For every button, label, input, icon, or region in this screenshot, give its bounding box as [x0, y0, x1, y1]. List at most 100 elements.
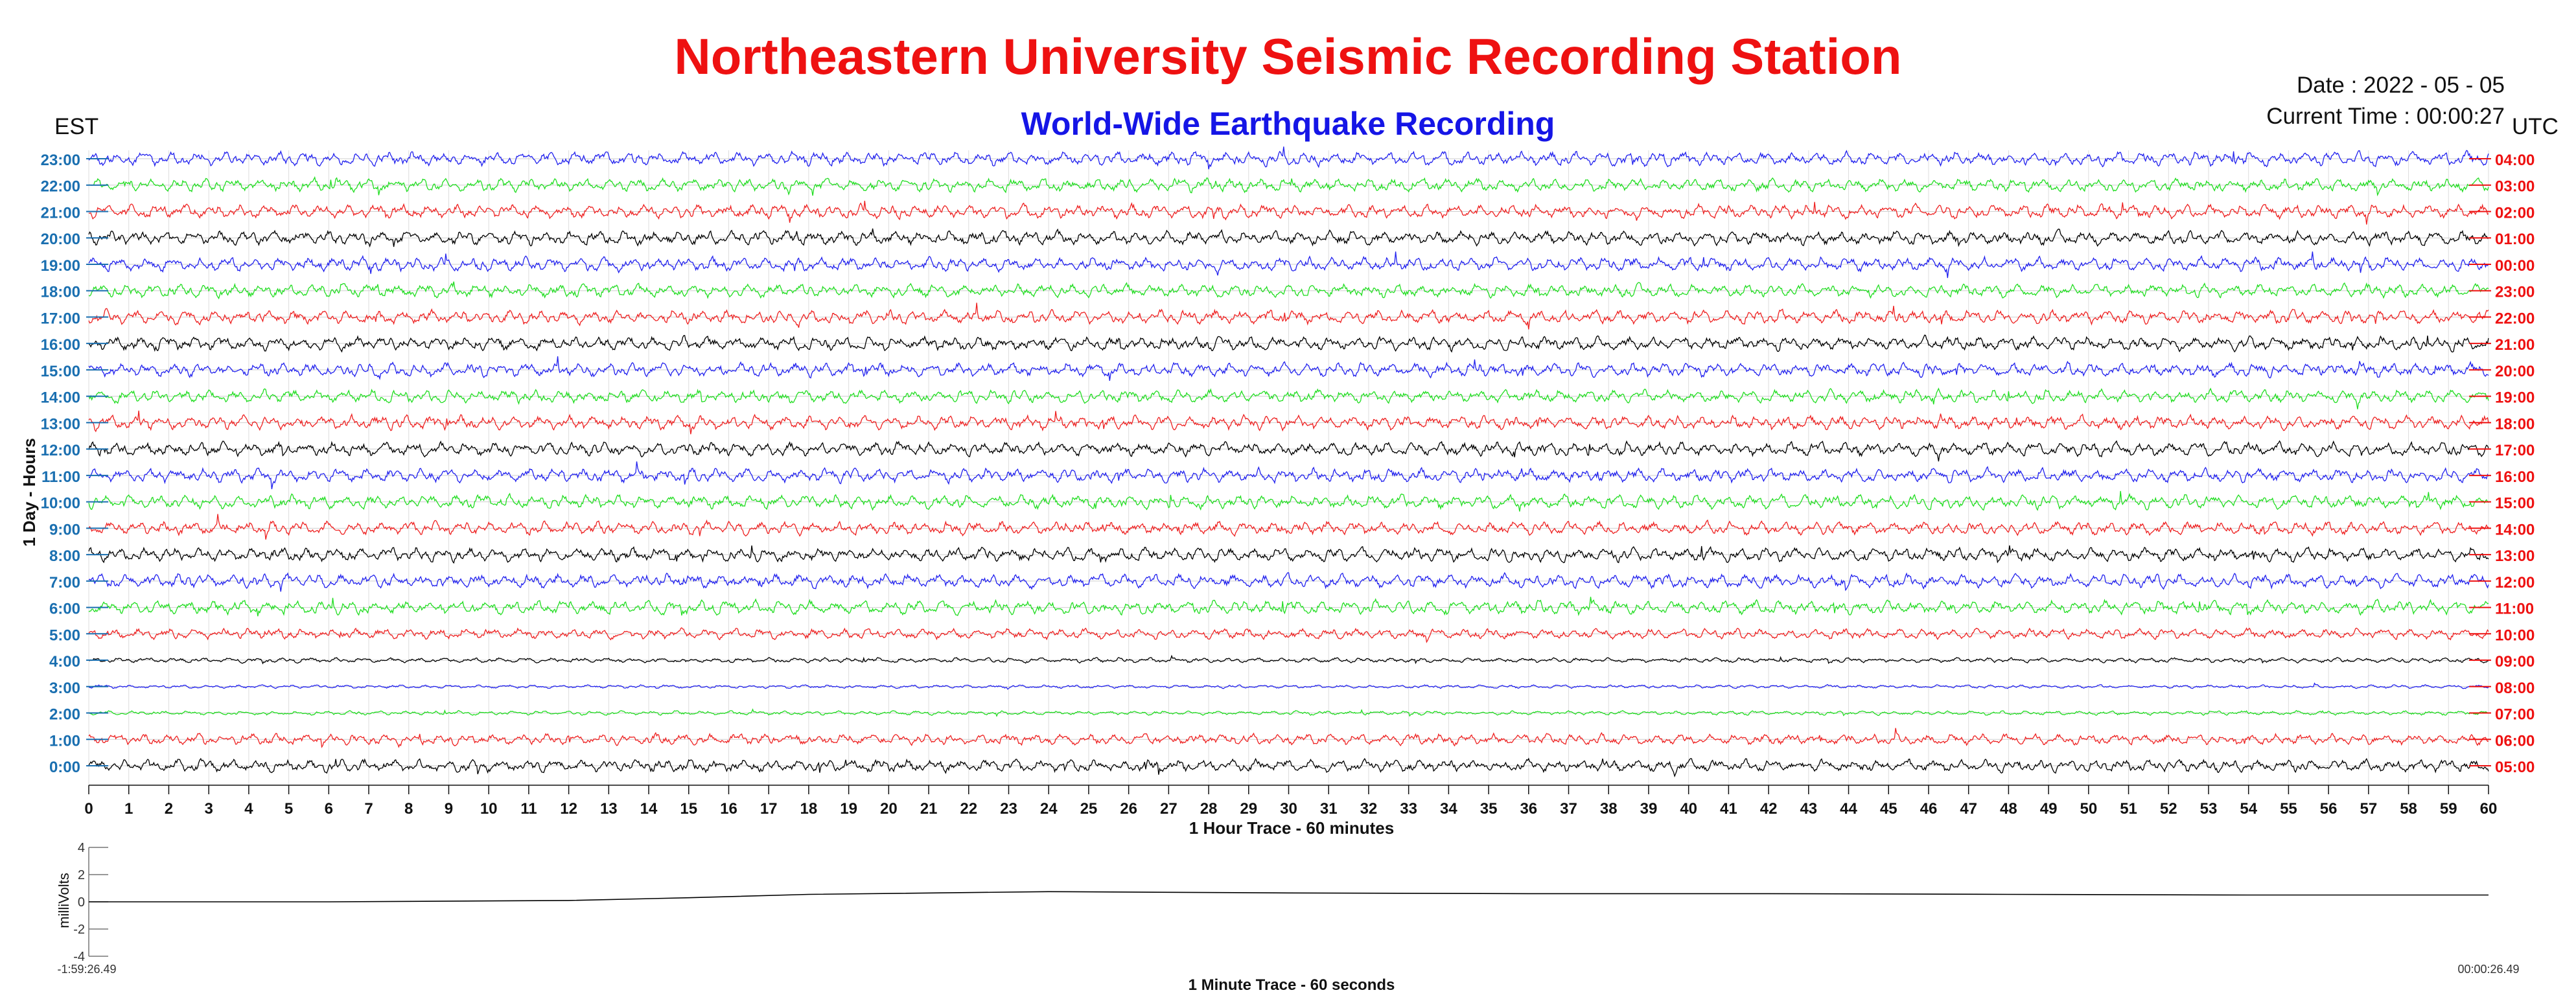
utc-hour-label: 18:00 [2495, 415, 2535, 433]
est-hour-label: 3:00 [49, 680, 80, 697]
x-tick-label: 57 [2360, 800, 2377, 818]
utc-hour-label: 17:00 [2495, 442, 2535, 459]
x-tick-label: 9 [445, 800, 453, 818]
x-tick-label: 37 [1560, 800, 1577, 818]
x-tick-label: 32 [1360, 800, 1378, 818]
x-tick-label: 10 [480, 800, 498, 818]
seismic-trace-line [88, 757, 2489, 777]
x-tick-label: 30 [1280, 800, 1297, 818]
seismic-trace-line [88, 545, 2489, 564]
utc-hour-label: 20:00 [2495, 363, 2535, 380]
utc-hour-label: 16:00 [2495, 468, 2535, 486]
seismic-trace-line [88, 461, 2489, 490]
x-tick-label: 41 [1720, 800, 1737, 818]
x-tick-label: 19 [840, 800, 857, 818]
est-hour-label: 19:00 [41, 257, 80, 275]
est-hour-label: 23:00 [41, 152, 80, 169]
est-hour-label: 11:00 [41, 468, 80, 486]
minute-trace-axes: 4 2 0 -2 -4 [73, 841, 108, 964]
left-timezone-label: EST [54, 114, 99, 139]
utc-hour-label: 10:00 [2495, 626, 2535, 644]
est-hour-label: 2:00 [49, 706, 80, 724]
x-tick-label: 28 [1200, 800, 1218, 818]
x-tick-label: 60 [2480, 800, 2498, 818]
utc-hour-label: 12:00 [2495, 574, 2535, 591]
est-hour-label: 22:00 [41, 178, 80, 196]
utc-hour-label: 22:00 [2495, 310, 2535, 327]
utc-hour-label: 04:00 [2495, 152, 2535, 169]
seismic-trace-line [88, 334, 2489, 353]
x-tick-label: 56 [2320, 800, 2338, 818]
minute-y-tick-label: 0 [78, 895, 85, 910]
page-subtitle: World-Wide Earthquake Recording [1021, 106, 1555, 142]
utc-hour-label: 21:00 [2495, 336, 2535, 354]
x-tick-label: 49 [2040, 800, 2058, 818]
utc-hour-label: 00:00 [2495, 257, 2535, 275]
est-hour-label: 17:00 [41, 310, 80, 327]
minute-trace-x-start-label: -1:59:26.49 [57, 963, 116, 976]
x-tick-label: 17 [760, 800, 778, 818]
right-timezone-label: UTC [2512, 114, 2559, 139]
utc-hour-label: 03:00 [2495, 178, 2535, 196]
est-hour-label: 7:00 [49, 574, 80, 591]
seismic-trace-line [88, 597, 2489, 617]
date-readout: Date : 2022 - 05 - 05 [2296, 73, 2505, 98]
hour-trace-y-axis-label: 1 Day - Hours [19, 438, 39, 547]
est-hour-label: 0:00 [49, 759, 80, 776]
utc-hour-label: 23:00 [2495, 284, 2535, 301]
minute-y-tick-label: -2 [73, 923, 85, 937]
x-tick-label: 46 [1920, 800, 1938, 818]
x-tick-label: 59 [2440, 800, 2457, 818]
est-hour-label: 21:00 [41, 204, 80, 222]
x-tick-label: 7 [364, 800, 373, 818]
est-hour-label: 8:00 [49, 547, 80, 565]
x-tick-label: 11 [520, 800, 537, 818]
x-tick-label: 35 [1480, 800, 1498, 818]
est-hour-label: 20:00 [41, 231, 80, 248]
est-hour-label: 10:00 [41, 495, 80, 512]
x-tick-label: 39 [1640, 800, 1658, 818]
seismic-trace-line [88, 514, 2489, 540]
est-hour-label: 14:00 [41, 389, 80, 407]
seismic-trace-line [88, 281, 2489, 300]
est-hour-label: 5:00 [49, 626, 80, 644]
hour-trace-x-axis-label: 1 Hour Trace - 60 minutes [1189, 818, 1394, 838]
seismic-trace-line [88, 176, 2489, 197]
minute-trace-x-end-label: 00:00:26.49 [2457, 963, 2519, 976]
x-tick-label: 15 [680, 800, 697, 818]
x-tick-label: 54 [2240, 800, 2257, 818]
utc-hour-label: 15:00 [2495, 495, 2535, 512]
x-tick-label: 5 [284, 800, 293, 818]
est-hour-label: 18:00 [41, 284, 80, 301]
seismic-trace-line [88, 490, 2489, 512]
x-tick-label: 58 [2400, 800, 2417, 818]
x-tick-label: 33 [1400, 800, 1417, 818]
est-hour-label: 4:00 [49, 653, 80, 671]
x-tick-label: 38 [1600, 800, 1618, 818]
est-hour-label: 6:00 [49, 601, 80, 618]
x-tick-label: 43 [1800, 800, 1817, 818]
x-tick-label: 34 [1440, 800, 1457, 818]
seismic-trace-line [88, 682, 2489, 690]
x-tick-label: 42 [1760, 800, 1778, 818]
seismic-traces [88, 146, 2489, 777]
seismic-trace-line [88, 440, 2489, 462]
x-tick-label: 48 [2000, 800, 2017, 818]
seismic-trace-line [88, 627, 2489, 643]
est-hour-label: 16:00 [41, 336, 80, 354]
current-time-readout: Current Time : 00:00:27 [2266, 104, 2505, 129]
x-tick-label: 40 [1680, 800, 1697, 818]
x-tick-label: 29 [1240, 800, 1257, 818]
utc-hour-label: 11:00 [2495, 601, 2534, 618]
minute-trace-line [89, 891, 2489, 902]
x-tick-label: 53 [2200, 800, 2218, 818]
est-hour-label: 15:00 [41, 363, 80, 380]
x-tick-label: 52 [2160, 800, 2177, 818]
x-tick-label: 26 [1120, 800, 1137, 818]
trace-axes: 0 1 2 3 4 5 6 7 8 9 10 11 12 13 14 15 16 17 18 19 20 21 22 23 24… [41, 152, 2535, 818]
seismic-trace-line [88, 200, 2489, 225]
utc-hour-label: 06:00 [2495, 732, 2535, 750]
x-tick-label: 2 [165, 800, 173, 818]
x-tick-label: 14 [640, 800, 658, 818]
